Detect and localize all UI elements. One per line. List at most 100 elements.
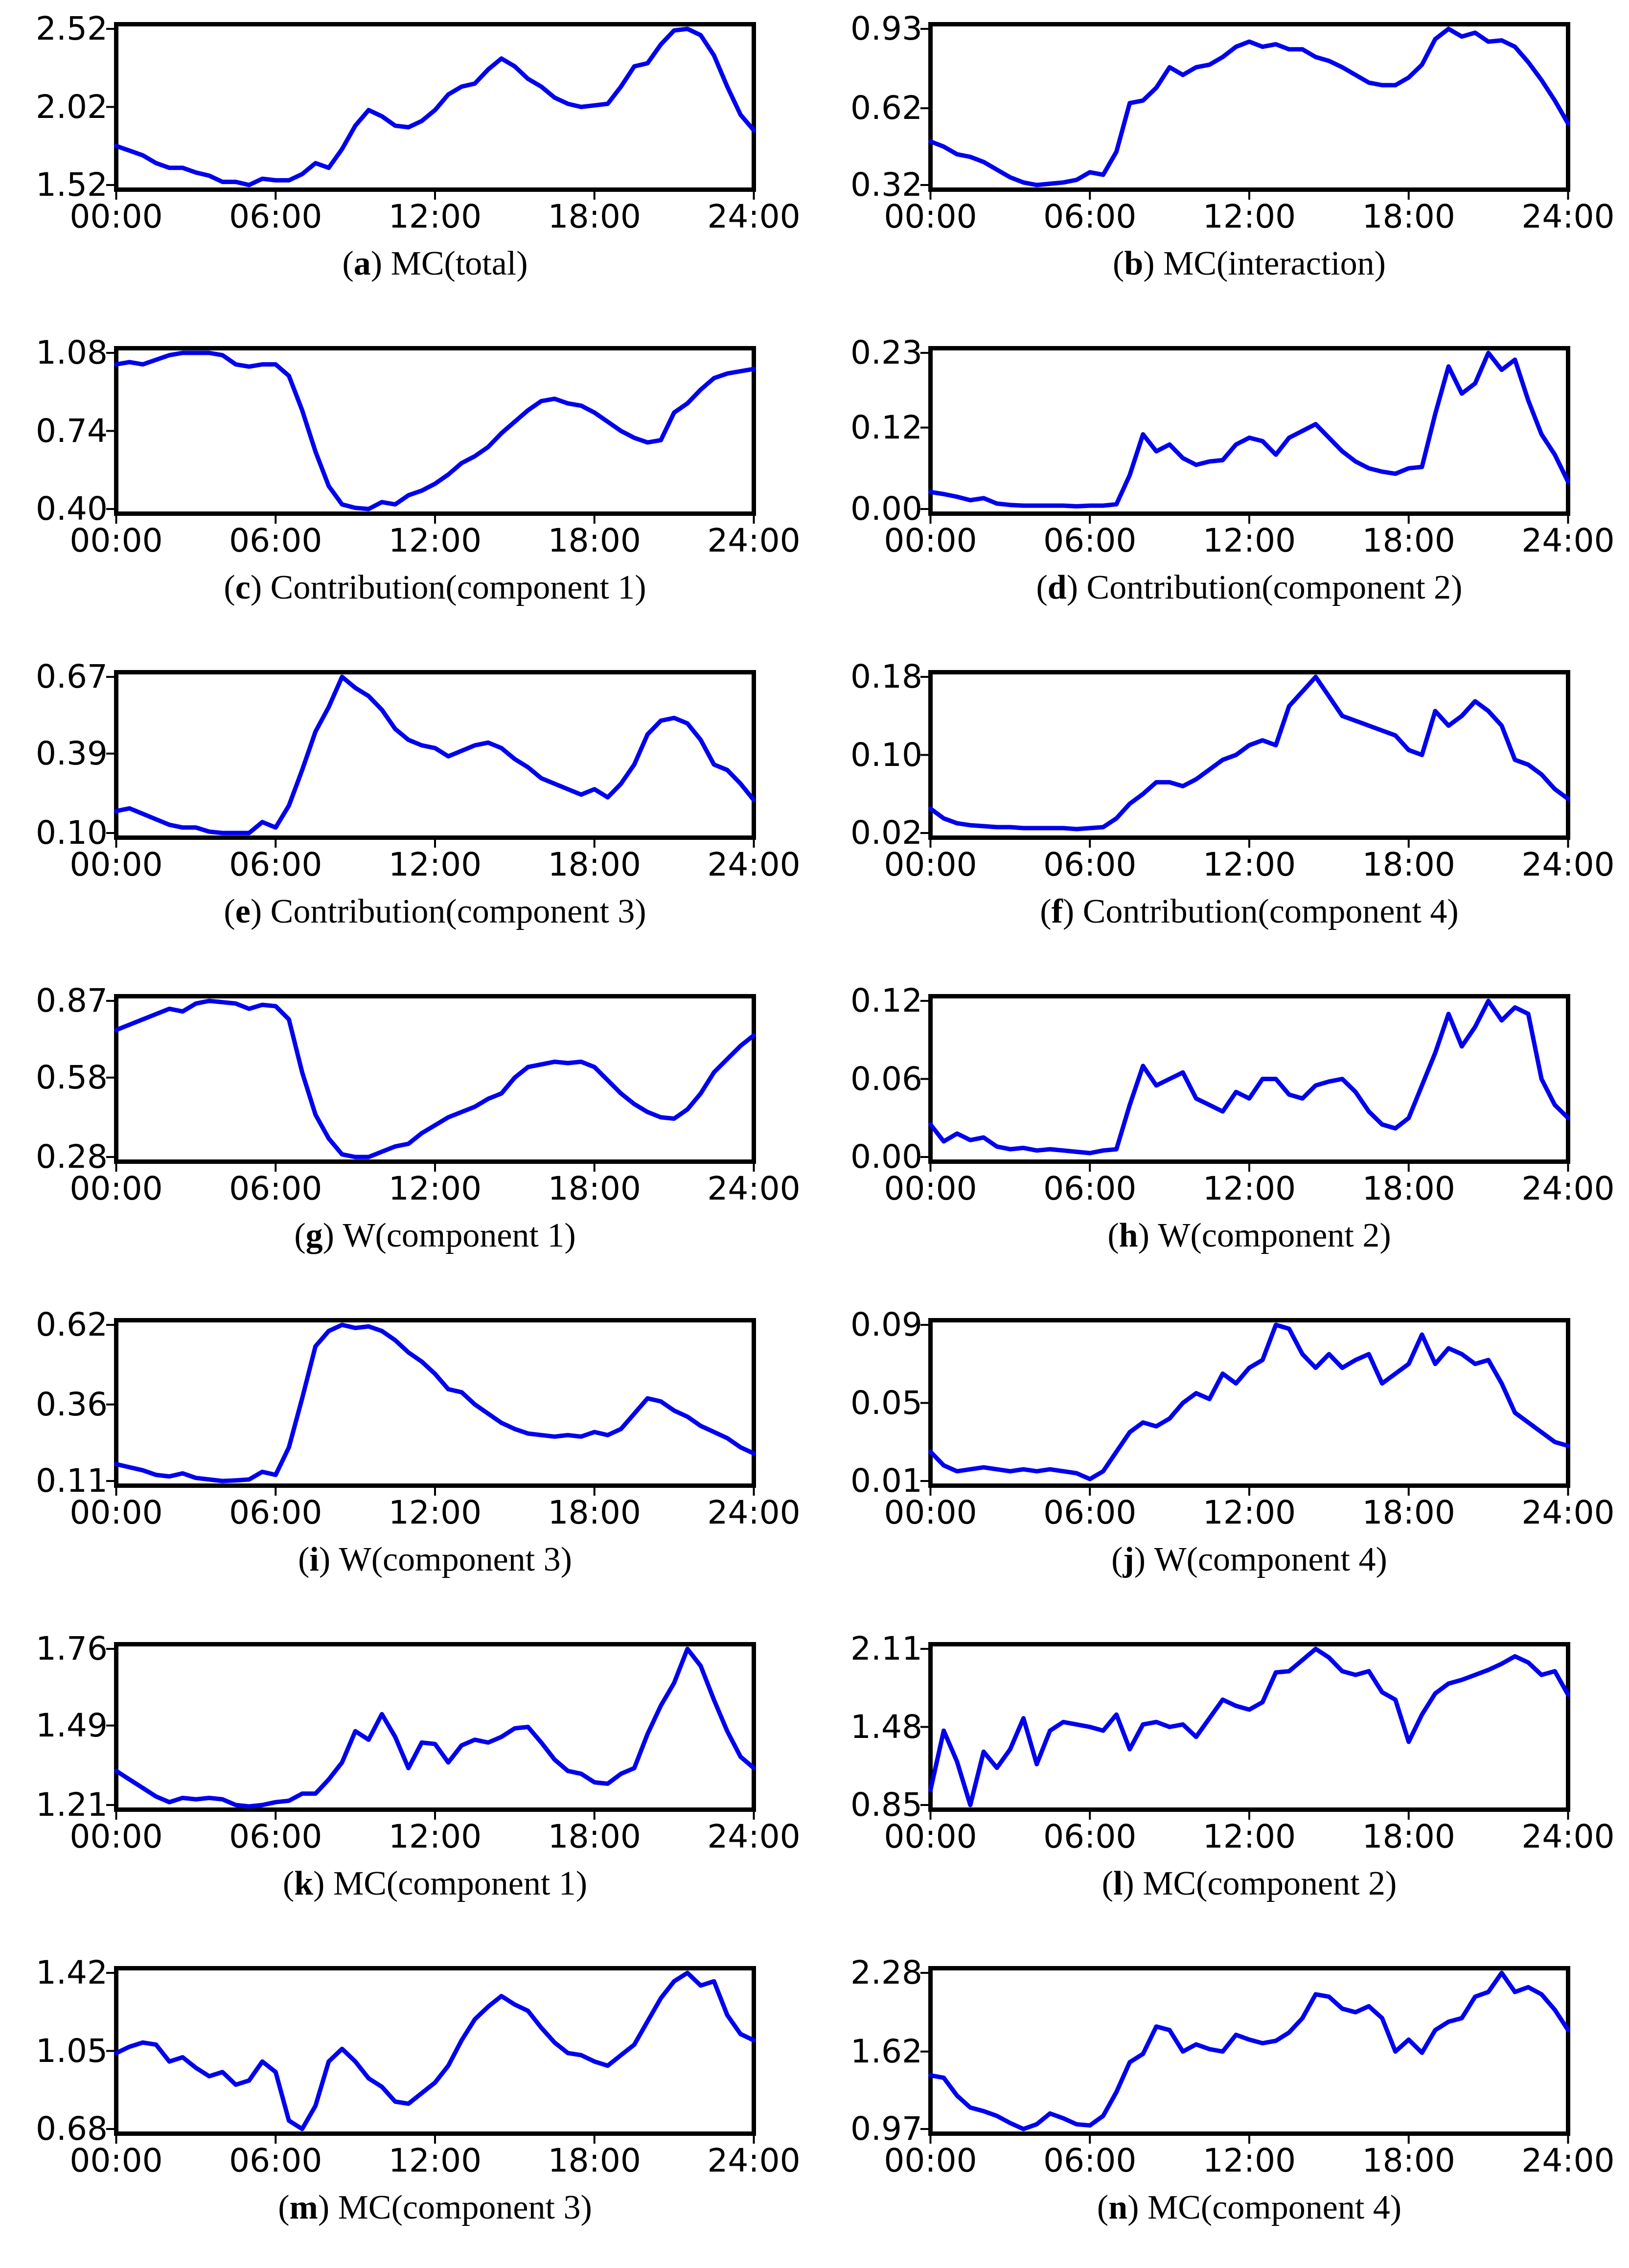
y-tick-label: 0.87	[36, 982, 108, 1019]
y-tick-label: 1.08	[36, 334, 108, 371]
y-tick-label: 0.09	[850, 1306, 922, 1343]
x-tick-label: 00:00	[884, 846, 977, 883]
y-tick-label: 0.02	[850, 814, 922, 852]
subplot-caption: (d) Contribution(component 2)	[1036, 569, 1463, 606]
caption-letter: b	[1124, 245, 1144, 282]
x-tick-label: 06:00	[229, 846, 322, 883]
x-tick-label: 18:00	[1362, 1818, 1455, 1855]
plot-frame	[928, 1642, 1570, 1812]
x-tick-label: 18:00	[548, 846, 641, 883]
y-tick-label: 2.02	[36, 88, 108, 126]
x-tick-label: 06:00	[1043, 1170, 1137, 1207]
y-tick-label: 0.05	[850, 1384, 922, 1422]
y-tick-label: 0.62	[36, 1306, 108, 1343]
plot-frame	[928, 994, 1570, 1164]
subplot-caption: (i) W(component 3)	[298, 1541, 572, 1578]
x-tick-label: 12:00	[388, 2142, 482, 2179]
caption-letter: d	[1047, 569, 1067, 606]
subplot-l: 0.85 1.48 2.11 00:00 06:00 12:00 18:00 24:00 (…	[814, 1620, 1629, 1944]
x-tick-label: 18:00	[548, 1494, 641, 1531]
subplot-h: 0.00 0.06 0.12 00:00 06:00 12:00 18:00 24:00 (…	[814, 972, 1629, 1296]
y-tick-label: 2.11	[850, 1630, 922, 1667]
y-tick-label: 0.10	[850, 736, 922, 774]
plot-frame	[928, 670, 1570, 840]
x-tick-label: 24:00	[707, 846, 801, 883]
caption-letter: k	[294, 1865, 314, 1902]
plot-canvas	[920, 346, 1570, 524]
x-tick-label: 06:00	[1043, 198, 1137, 235]
y-tick-label: 1.48	[850, 1708, 922, 1746]
x-tick-label: 18:00	[1362, 1170, 1455, 1207]
series-line	[114, 1646, 756, 1809]
y-tick-label: 0.32	[850, 166, 922, 204]
x-tick-label: 00:00	[884, 522, 977, 559]
x-tick-label: 24:00	[707, 1170, 801, 1207]
caption-letter: c	[235, 569, 251, 606]
subplot-n: 0.97 1.62 2.28 00:00 06:00 12:00 18:00 24:00 (…	[814, 1944, 1629, 2268]
y-tick-label: 0.62	[850, 89, 922, 127]
y-tick-label: 0.12	[850, 982, 922, 1019]
x-tick-label: 00:00	[69, 846, 163, 883]
caption-title: Contribution(component 2)	[1086, 569, 1463, 606]
subplot-caption: (n) MC(component 4)	[1097, 2189, 1402, 2226]
x-tick-label: 24:00	[1521, 1494, 1615, 1531]
x-tick-label: 12:00	[388, 1494, 482, 1531]
y-tick-label: 1.52	[36, 166, 108, 204]
y-tick-label: 0.00	[850, 1138, 922, 1176]
subplot-caption: (b) MC(interaction)	[1113, 245, 1386, 282]
plot-frame	[928, 1318, 1570, 1488]
y-tick-label: 0.18	[850, 658, 922, 695]
x-tick-label: 00:00	[69, 1170, 163, 1207]
x-tick-label: 18:00	[548, 2142, 641, 2179]
y-tick-label: 0.01	[850, 1462, 922, 1500]
plot-frame	[114, 1966, 756, 2136]
x-tick-label: 00:00	[69, 1818, 163, 1855]
x-tick-label: 12:00	[388, 522, 482, 559]
x-tick-label: 18:00	[548, 1170, 641, 1207]
x-tick-label: 12:00	[1202, 522, 1296, 559]
x-tick-label: 12:00	[388, 198, 482, 235]
y-tick-label: 0.68	[36, 2110, 108, 2148]
subplot-b: 0.32 0.62 0.93 00:00 06:00 12:00 18:00 24:00 (…	[814, 0, 1629, 324]
plot-frame	[928, 346, 1570, 516]
caption-letter: h	[1119, 1217, 1138, 1254]
subplot-f: 0.02 0.10 0.18 00:00 06:00 12:00 18:00 24:00 (…	[814, 648, 1629, 972]
x-tick-label: 00:00	[884, 1494, 977, 1531]
y-tick-label: 1.76	[36, 1630, 108, 1667]
y-tick-label: 0.58	[36, 1058, 108, 1096]
y-tick-label: 0.10	[36, 814, 108, 852]
series-line	[114, 1970, 756, 2131]
subplot-m: 0.68 1.05 1.42 00:00 06:00 12:00 18:00 24:00 (…	[0, 1944, 814, 2268]
plot-canvas	[106, 670, 756, 848]
series-line	[928, 1322, 1570, 1481]
caption-letter: i	[309, 1541, 319, 1578]
y-tick-label: 1.49	[36, 1706, 108, 1744]
subplot-a: 1.52 2.02 2.52 00:00 06:00 12:00 18:00 24:00 (…	[0, 0, 814, 324]
subplot-c: 0.40 0.74 1.08 00:00 06:00 12:00 18:00 24:00 (…	[0, 324, 814, 648]
plot-canvas	[106, 1642, 756, 1820]
plot-canvas	[106, 346, 756, 524]
x-tick-label: 18:00	[1362, 846, 1455, 883]
x-tick-label: 00:00	[69, 198, 163, 235]
x-tick-label: 06:00	[229, 2142, 322, 2179]
x-tick-label: 24:00	[1521, 522, 1615, 559]
plot-canvas	[920, 1642, 1570, 1820]
plot-canvas	[106, 1966, 756, 2144]
plot-canvas	[106, 1318, 756, 1496]
x-tick-label: 24:00	[707, 1494, 801, 1531]
y-tick-label: 1.05	[36, 2032, 108, 2070]
subplot-caption: (j) W(component 4)	[1111, 1541, 1387, 1578]
y-tick-label: 0.28	[36, 1138, 108, 1176]
plot-frame	[928, 22, 1570, 192]
x-tick-label: 06:00	[229, 1170, 322, 1207]
y-tick-label: 0.97	[850, 2110, 922, 2148]
plot-frame	[114, 346, 756, 516]
y-tick-label: 2.52	[36, 10, 108, 47]
y-tick-label: 1.21	[36, 1786, 108, 1824]
plot-canvas	[920, 994, 1570, 1172]
y-tick-label: 0.85	[850, 1786, 922, 1824]
series-line	[114, 998, 756, 1159]
x-tick-label: 24:00	[1521, 2142, 1615, 2179]
plot-canvas	[920, 1318, 1570, 1496]
subplot-caption: (l) MC(component 2)	[1101, 1865, 1397, 1902]
